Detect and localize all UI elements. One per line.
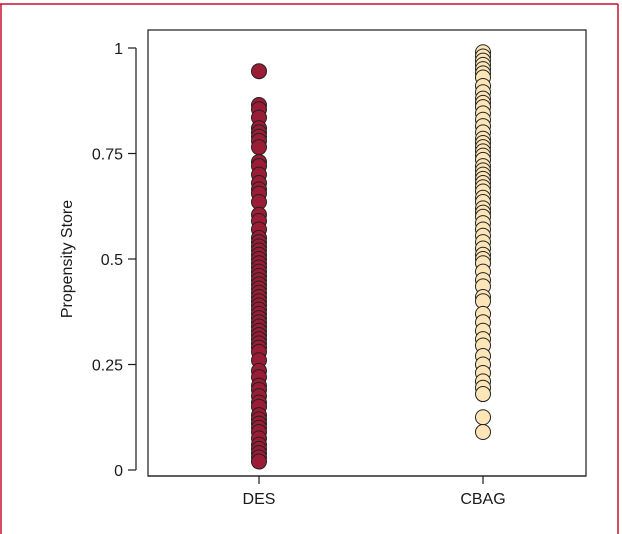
- y-tick-label: 0.5: [101, 252, 123, 269]
- y-tick-label: 0: [114, 463, 123, 480]
- data-point-des: [251, 63, 267, 80]
- x-tick-label: CBAG: [460, 491, 505, 508]
- figure-border: [0, 3, 619, 534]
- y-tick-label: 1: [114, 41, 123, 58]
- x-tick-label: DES: [243, 491, 276, 508]
- y-axis-title: Propensity Store: [59, 200, 76, 318]
- data-point-cbag: [475, 424, 491, 441]
- data-point-cbag: [475, 409, 491, 426]
- y-axis: 0 0.25 0.5 0.75 1: [92, 41, 137, 480]
- plot-area: [147, 29, 587, 477]
- y-tick-label: 0.25: [92, 358, 123, 375]
- data-point-cbag: [475, 386, 491, 403]
- x-axis: DES CBAG: [148, 475, 586, 508]
- data-point-des: [251, 453, 267, 470]
- data-point-des: [251, 139, 267, 156]
- y-tick-label: 0.75: [92, 147, 123, 164]
- data-points: [251, 44, 491, 470]
